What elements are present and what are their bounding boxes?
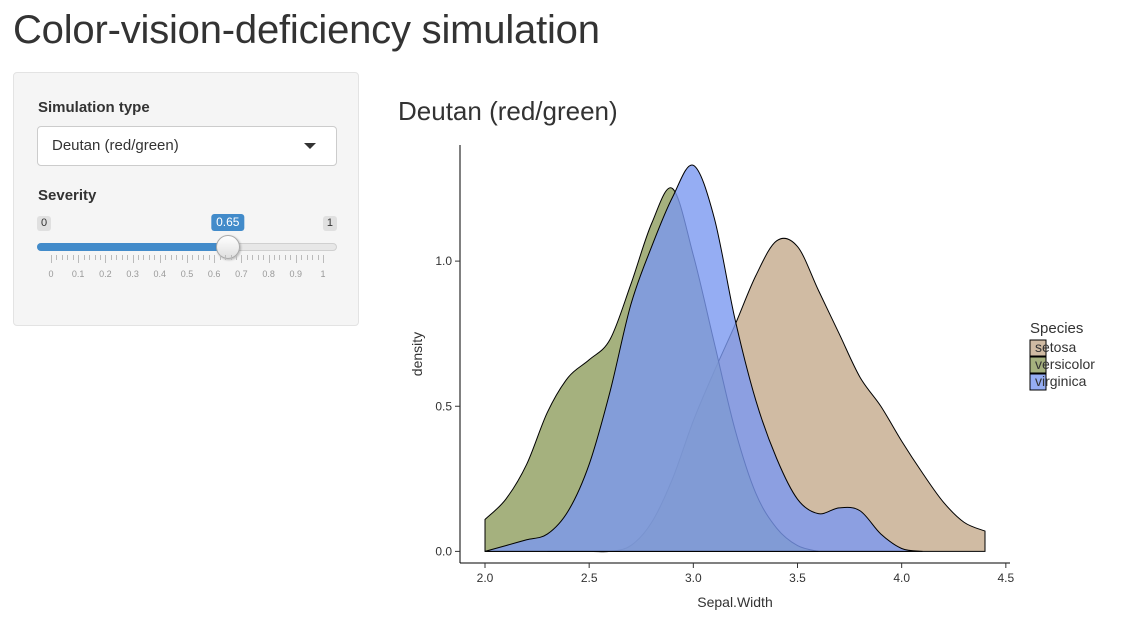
slider-tick (241, 255, 243, 263)
legend-key-setosa (1029, 339, 1047, 357)
slider-tick (203, 255, 205, 260)
x-tick-label: 2.0 (477, 571, 494, 585)
slider-tick (279, 255, 281, 260)
slider-grid: 0 0.1 0.2 0.3 0.4 0.5 0.6 0.7 0.8 0.9 1 (37, 255, 337, 285)
slider-tick (219, 255, 221, 260)
slider-tick (170, 255, 172, 260)
simulation-type-label: Simulation type (38, 99, 150, 116)
slider-tick (263, 255, 265, 260)
slider-tick (99, 255, 101, 260)
slider-tick (214, 255, 216, 263)
x-tick-label: 2.5 (581, 571, 598, 585)
slider-tick (197, 255, 199, 260)
slider-tick (94, 255, 96, 260)
slider-tick (72, 255, 74, 260)
slider-tick (301, 255, 303, 260)
slider-min-label: 0 (37, 216, 52, 231)
slider-tick (78, 255, 80, 263)
slider-tick-label: 0.7 (235, 269, 248, 279)
slider-max-label: 1 (322, 216, 337, 231)
x-tick-label: 4.5 (997, 571, 1014, 585)
slider-tick (268, 255, 270, 263)
page-title: Color-vision-deficiency simulation (13, 8, 600, 52)
slider-tick (230, 255, 232, 260)
slider-tick (225, 255, 227, 260)
severity-slider[interactable]: 0 1 0.65 0 0.1 0.2 0.3 0.4 0.5 0.6 0.7 0.8 0.9 1 (37, 211, 337, 281)
slider-tick-label: 1 (320, 269, 326, 279)
slider-tick (257, 255, 259, 260)
y-tick-label: 1.0 (435, 254, 452, 268)
slider-tick (89, 255, 91, 260)
slider-tick (208, 255, 210, 260)
slider-tick-label: 0.1 (71, 269, 85, 279)
slider-tick-label: 0.4 (153, 269, 167, 279)
density-area-virginica (484, 164, 923, 552)
slider-tick (284, 255, 286, 260)
legend-key-virginica (1029, 373, 1047, 391)
y-axis-label: density (409, 332, 425, 376)
legend-key-versicolor (1029, 356, 1047, 374)
slider-tick-label: 0.8 (262, 269, 275, 279)
slider-fill (37, 243, 228, 251)
slider-tick (323, 255, 324, 263)
y-tick-label: 0.5 (435, 399, 452, 413)
slider-tick (56, 255, 58, 260)
x-tick-label: 4.0 (893, 571, 910, 585)
slider-tick (246, 255, 248, 260)
slider-tick (312, 255, 314, 260)
slider-tick (83, 255, 85, 260)
plot-title: Deutan (red/green) (398, 96, 618, 126)
severity-label: Severity (38, 187, 97, 204)
slider-tick (306, 255, 308, 260)
slider-tick-label: 0.3 (126, 269, 139, 279)
slider-tick (116, 255, 118, 260)
slider-value-label: 0.65 (211, 214, 245, 231)
slider-tick (121, 255, 123, 260)
slider-tick (159, 255, 161, 263)
slider-tick (132, 255, 134, 263)
slider-tick-label: 0.5 (180, 269, 194, 279)
slider-tick-label: 0.9 (289, 269, 303, 279)
legend-label-versicolor: versicolor (1035, 356, 1095, 372)
slider-tick (165, 255, 167, 260)
legend-title: Species (1030, 320, 1083, 337)
slider-tick-label: 0.6 (207, 269, 221, 279)
y-tick-label: 0.0 (435, 544, 452, 558)
density-chart: 2.0 2.5 3.0 3.5 4.0 4.5 0.0 0.5 1.0 Sepal.Width de… (409, 145, 1095, 610)
slider-tick (67, 255, 69, 260)
slider-tick (105, 255, 107, 263)
slider-tick (274, 255, 276, 260)
slider-tick-label: 0.2 (99, 269, 112, 279)
slider-tick (148, 255, 150, 260)
x-tick-label: 3.0 (685, 571, 702, 585)
x-tick-label: 3.5 (789, 571, 806, 585)
slider-tick (192, 255, 194, 260)
slider-tick (127, 255, 129, 260)
legend-label-setosa: setosa (1035, 339, 1076, 355)
slider-tick (138, 255, 140, 260)
simulation-type-select[interactable]: Deutan (red/green) (37, 126, 337, 166)
legend-label-virginica: virginica (1035, 373, 1087, 389)
slider-tick (187, 255, 188, 263)
slider-tick (317, 255, 319, 260)
simulation-type-value: Deutan (red/green) (52, 137, 179, 154)
sidebar-panel: Simulation type Deutan (red/green) Sever… (13, 72, 359, 326)
slider-tick (290, 255, 292, 260)
slider-tick (252, 255, 254, 260)
slider-tick (110, 255, 112, 260)
slider-tick (295, 255, 297, 263)
slider-tick (51, 255, 52, 263)
slider-tick (154, 255, 156, 260)
slider-tick (61, 255, 63, 260)
slider-tick (235, 255, 237, 260)
slider-tick-label: 0 (48, 269, 54, 279)
slider-tick (176, 255, 178, 260)
slider-tick (181, 255, 183, 260)
slider-tick (143, 255, 145, 260)
chevron-down-icon (304, 143, 316, 149)
x-axis-label: Sepal.Width (697, 594, 772, 610)
